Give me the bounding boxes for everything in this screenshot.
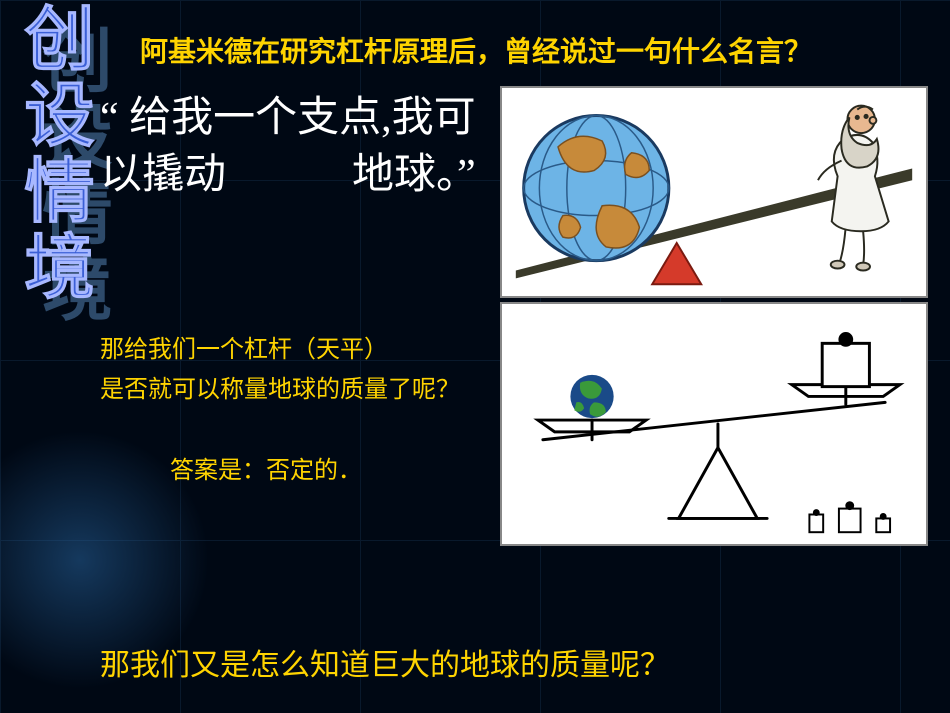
- figure-balance-scale: [500, 302, 928, 546]
- archimedes-quote: “ 给我一个支点,我可以撬动 地球。”: [100, 90, 490, 203]
- figure-lever-cartoon: [500, 86, 928, 298]
- side-title: 创设情境: [4, 2, 105, 306]
- bottom-question: 那我们又是怎么知道巨大的地球的质量呢？: [100, 640, 670, 684]
- mid-question: 那给我们一个杠杆（天平） 是否就可以称量地球的质量了呢？: [100, 330, 480, 409]
- top-question: 阿基米德在研究杠杆原理后，曾经说过一句什么名言？: [140, 30, 812, 70]
- mid-answer: 答案是：否定的．: [170, 450, 362, 485]
